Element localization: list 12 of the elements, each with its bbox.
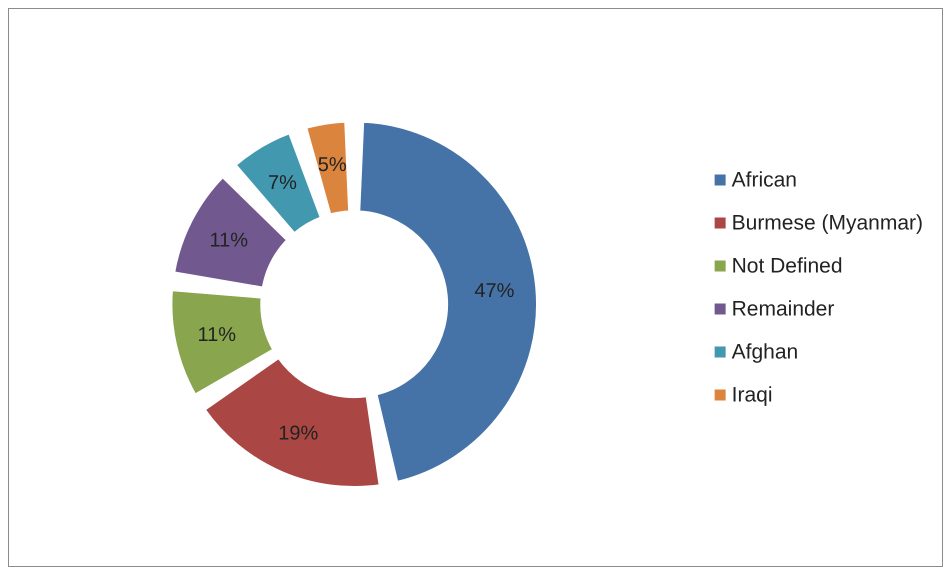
legend-label: Not Defined	[732, 254, 843, 278]
legend-label: Remainder	[732, 298, 834, 320]
data-label: 11%	[197, 324, 236, 346]
data-label: 5%	[318, 154, 347, 176]
legend-label: African	[732, 168, 797, 192]
data-label: 19%	[278, 422, 318, 444]
legend-label: Afghan	[732, 340, 798, 364]
data-label: 11%	[209, 229, 248, 252]
data-label: 47%	[474, 280, 515, 302]
legend-label: Burmese (Myanmar)	[732, 212, 924, 234]
legend-label: Iraqi	[732, 384, 772, 406]
data-label: 7%	[268, 172, 298, 194]
